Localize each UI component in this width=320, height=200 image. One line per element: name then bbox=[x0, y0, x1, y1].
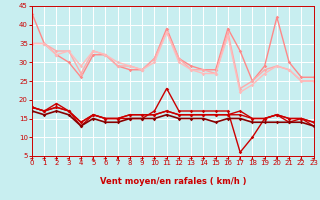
X-axis label: Vent moyen/en rafales ( km/h ): Vent moyen/en rafales ( km/h ) bbox=[100, 177, 246, 186]
